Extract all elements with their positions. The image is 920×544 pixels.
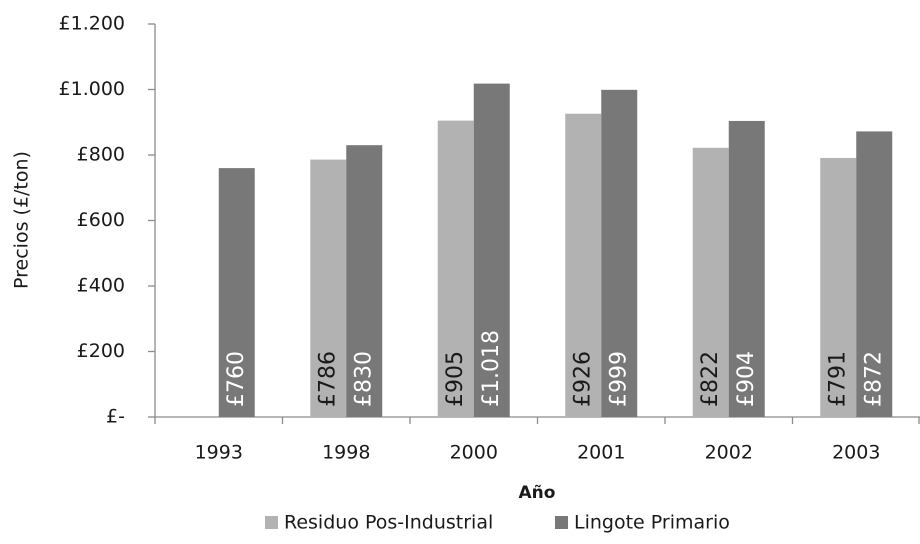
- y-tick-label: £-: [106, 406, 125, 428]
- y-tick-label: £1.200: [59, 13, 125, 35]
- data-label: £872: [861, 351, 886, 407]
- bar: [310, 159, 347, 417]
- x-axis-title: Año: [519, 483, 556, 503]
- x-tick-label: 2001: [577, 442, 625, 464]
- y-tick-label: £200: [77, 340, 125, 362]
- bar: [856, 131, 893, 418]
- bar: [692, 147, 729, 418]
- bar: [820, 157, 857, 417]
- data-label: £822: [698, 351, 723, 407]
- x-tick-label: 2003: [832, 442, 880, 464]
- bar: [565, 113, 602, 418]
- y-tick-label: £1.000: [59, 78, 125, 100]
- data-label: £904: [734, 351, 759, 407]
- bar: [601, 89, 638, 417]
- data-label: £791: [825, 351, 850, 407]
- data-label: £999: [606, 351, 631, 407]
- y-tick-label: £800: [77, 144, 125, 166]
- data-label: £830: [351, 351, 376, 407]
- legend-swatch: [555, 516, 568, 529]
- bar: [437, 120, 474, 418]
- data-label: £760: [224, 351, 249, 407]
- y-axis-title: Precios (£/ton): [11, 151, 33, 289]
- x-tick-label: 1993: [195, 442, 243, 464]
- data-label: £786: [315, 351, 340, 407]
- legend-label: Lingote Primario: [574, 512, 730, 534]
- data-label: £926: [570, 351, 595, 407]
- y-tick-label: £400: [77, 275, 125, 297]
- bar: [346, 145, 383, 418]
- x-tick-label: 1998: [322, 442, 370, 464]
- bar: [218, 168, 255, 417]
- x-tick-label: 2002: [705, 442, 753, 464]
- x-tick-label: 2000: [450, 442, 498, 464]
- legend-label: Residuo Pos-Industrial: [284, 512, 493, 534]
- bar: [728, 120, 765, 417]
- y-tick-label: £600: [77, 209, 125, 231]
- data-label: £905: [443, 351, 468, 407]
- legend-swatch: [265, 516, 278, 529]
- bar: [473, 83, 510, 417]
- data-label: £1.018: [479, 330, 504, 407]
